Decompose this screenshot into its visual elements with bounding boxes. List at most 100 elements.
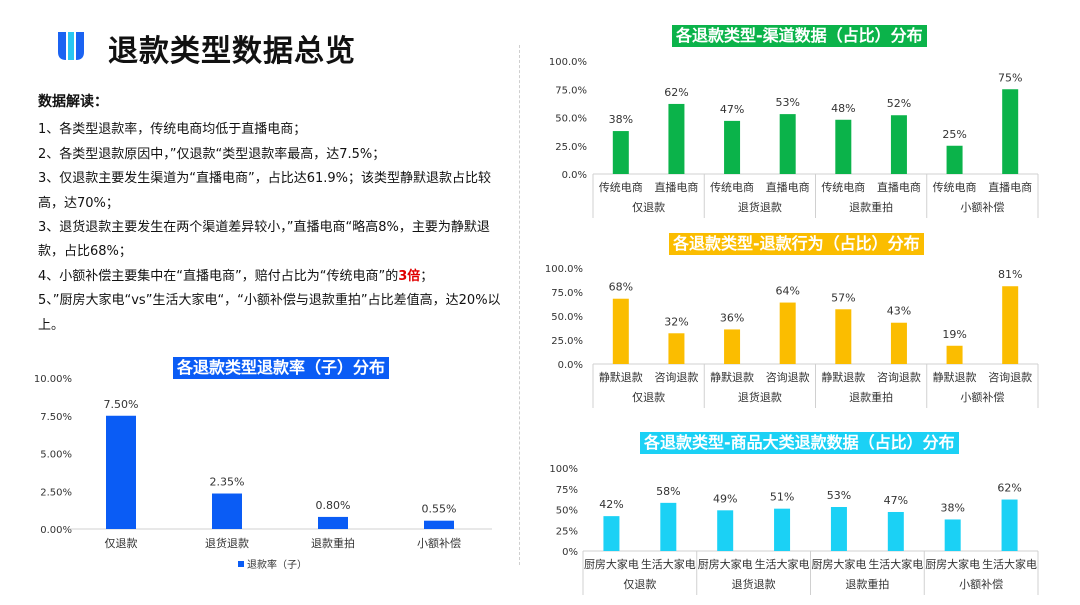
category-group-label-3: 小额补偿 [959,577,1003,591]
channel-group-label-0: 仅退款 [632,200,665,214]
channel-y-tick-2: 50.0% [555,114,587,125]
category-sub-label-3: 生活大家电 [755,557,810,571]
behavior-sub-label-4: 静默退款 [821,370,865,384]
behavior-sub-label-6: 静默退款 [933,370,977,384]
category-sub-label-4: 厨房大家电 [811,557,866,571]
behavior-bar-label-4: 57% [831,291,855,304]
insight-line-5-text: 4、小额补偿主要集中在“直播电商”，赔付占比为“传统电商”的 [38,268,399,284]
channel-group-label-2: 退款重拍 [849,200,893,214]
channel-y-tick-1: 25.0% [555,142,587,153]
channel-sub-label-2: 传统电商 [710,180,754,194]
insight-line-1: 1、各类型退款率，传统电商均低于直播电商； [38,122,307,138]
behavior-sub-label-5: 咨询退款 [877,370,921,384]
behavior-bar-label-5: 43% [887,305,911,318]
behavior-bar-label-0: 68% [609,281,633,294]
insight-line-6: 5、”厨房大家电“vs”生活大家电“，“小额补偿与退款重拍”占比差值高，达20%… [38,293,501,333]
refund-rate-legend-swatch [238,561,244,567]
category-bar-6 [944,519,961,551]
behavior-bar-label-3: 64% [775,285,799,298]
behavior-group-label-1: 退货退款 [738,390,782,404]
category-bar-label-7: 62% [997,482,1021,495]
behavior-bar-5 [890,322,907,364]
behavior-bar-label-7: 81% [998,268,1022,281]
behavior-bar-label-6: 19% [942,328,966,341]
behavior-group-label-2: 退款重拍 [849,390,893,404]
channel-sub-label-4: 传统电商 [821,180,865,194]
channel-bar-label-4: 48% [831,102,855,115]
category-bar-label-4: 53% [827,489,851,502]
insight-line-5: 4、小额补偿主要集中在“直播电商”，赔付占比为“传统电商”的3倍； [38,265,508,289]
refund-rate-y-tick-2: 5.00% [40,450,72,461]
insights-heading: 数据解读： [38,94,108,110]
behavior-sub-label-0: 静默退款 [599,370,643,384]
refund-rate-x-label-1: 退货退款 [205,536,249,550]
insight-highlight: 3倍 [398,268,421,284]
category-sub-label-1: 生活大家电 [641,557,696,571]
channel-bar-5 [890,115,907,174]
refund-rate-chart-title: 各退款类型退款率（子）分布 [173,357,390,379]
refund-rate-bar-0 [106,415,136,529]
category-sub-label-5: 生活大家电 [868,557,923,571]
channel-bar-label-6: 25% [942,128,966,141]
behavior-sub-label-2: 静默退款 [710,370,754,384]
brand-logo-icon [58,32,84,60]
channel-y-tick-3: 75.0% [555,85,587,96]
behavior-bar-7 [1002,286,1019,364]
channel-sub-label-6: 传统电商 [933,180,977,194]
channel-bar-4 [835,119,852,174]
refund-rate-bar-2 [318,516,348,529]
behavior-y-tick-3: 75.0% [551,288,583,299]
category-group-label-1: 退货退款 [732,577,776,591]
insights-panel: 数据解读： 1、各类型退款率，传统电商均低于直播电商； 2、各类型退款原因中，”… [38,90,508,338]
category-sub-label-2: 厨房大家电 [698,557,753,571]
refund-rate-bar-1 [212,493,242,529]
behavior-sub-label-3: 咨询退款 [766,370,810,384]
channel-y-tick-4: 100.0% [549,57,587,68]
behavior-bar-2 [724,329,741,364]
behavior-y-tick-1: 25.0% [551,336,583,347]
category-y-tick-3: 75% [556,485,578,496]
category-bar-2 [717,510,734,551]
category-bar-label-1: 58% [656,485,680,498]
refund-rate-y-tick-1: 2.50% [40,487,72,498]
category-y-tick-4: 100% [549,464,578,475]
channel-bar-0 [612,131,629,174]
category-y-tick-2: 50% [556,506,578,517]
behavior-bar-1 [668,333,685,364]
category-sub-label-7: 生活大家电 [982,557,1037,571]
behavior-bar-4 [835,309,852,364]
category-bar-0 [603,516,620,551]
category-group-label-0: 仅退款 [623,577,656,591]
category-chart-title: 各退款类型-商品大类退款数据（占比）分布 [640,432,959,454]
insight-line-3: 3、仅退款主要发生渠道为“直播电商”，占比达61.9%；该类型静默退款占比较高，… [38,171,492,211]
channel-y-tick-0: 0.0% [562,170,587,181]
category-group-label-2: 退款重拍 [845,577,889,591]
page-title: 退款类型数据总览 [108,34,356,69]
category-bar-5 [887,511,904,551]
column-divider [519,45,520,565]
behavior-bar-label-2: 36% [720,311,744,324]
behavior-bar-3 [779,302,796,364]
refund-rate-y-tick-3: 7.50% [40,412,72,423]
channel-bar-label-0: 38% [609,113,633,126]
category-bar-label-2: 49% [713,492,737,505]
channel-bar-label-5: 52% [887,97,911,110]
channel-sub-label-5: 直播电商 [877,180,921,194]
behavior-chart-title: 各退款类型-退款行为（占比）分布 [669,233,924,255]
behavior-sub-label-7: 咨询退款 [988,370,1032,384]
refund-rate-y-tick-4: 10.00% [34,374,72,385]
channel-bar-6 [946,145,963,174]
refund-rate-bar-label-3: 0.55% [422,503,457,516]
category-bar-label-3: 51% [770,491,794,504]
category-y-tick-0: 0% [562,547,578,558]
behavior-bar-label-1: 32% [664,315,688,328]
refund-rate-x-label-0: 仅退款 [105,536,138,550]
insight-line-5-end: ； [420,268,434,284]
channel-bar-3 [779,114,796,174]
channel-group-label-1: 退货退款 [738,200,782,214]
behavior-group-label-3: 小额补偿 [960,390,1004,404]
refund-rate-bar-3 [424,520,454,529]
category-bar-7 [1001,499,1018,551]
channel-sub-label-7: 直播电商 [988,180,1032,194]
